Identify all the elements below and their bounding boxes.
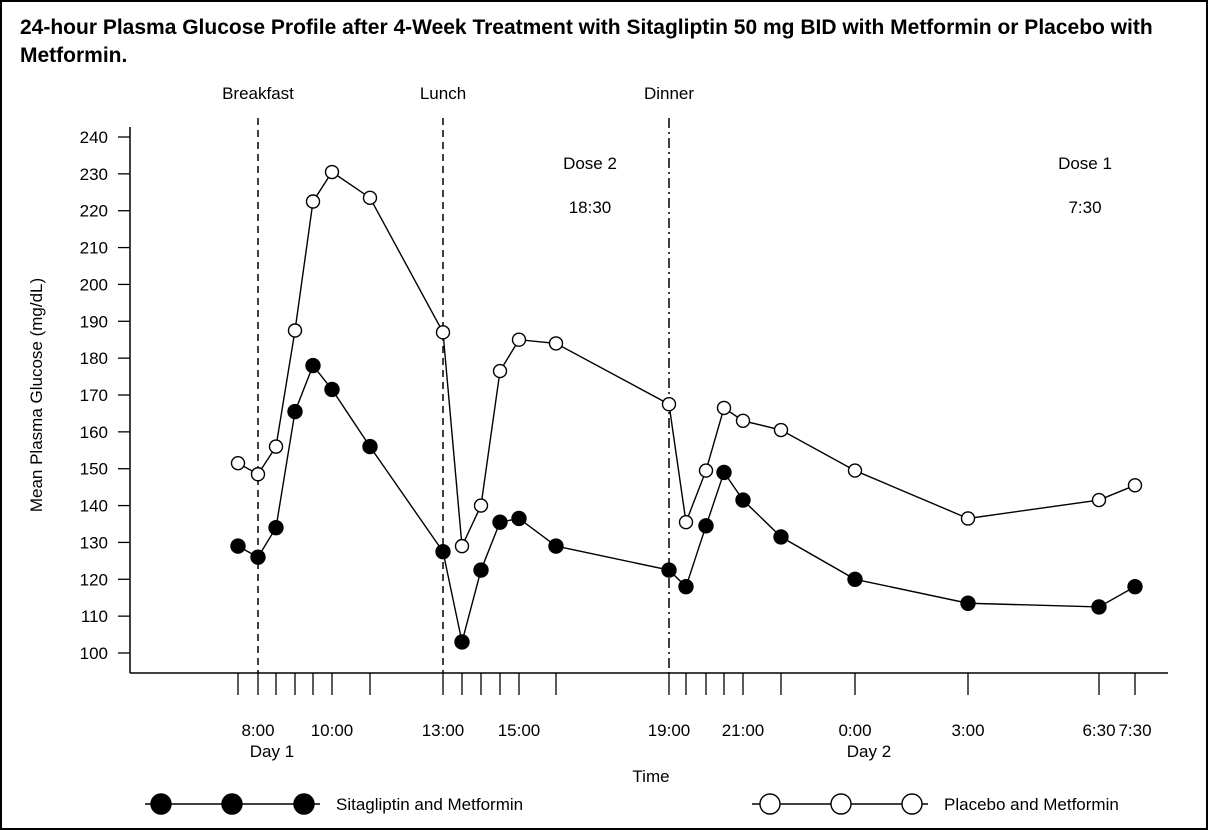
- placebo-data-point: [250, 467, 266, 482]
- sitagliptin-series-line: [237, 364, 1136, 643]
- sitagliptin-data-point: [661, 562, 677, 578]
- sitagliptin-data-point: [548, 538, 564, 554]
- placebo-data-point: [678, 514, 694, 530]
- x-axis-label: Time: [632, 767, 669, 786]
- sitagliptin-data-point: [362, 438, 378, 455]
- legend-label-sitagliptin: Sitagliptin and Metformin: [336, 795, 523, 814]
- y-axis-label: Mean Plasma Glucose (mg/dL): [27, 278, 46, 512]
- sitagliptin-data-point: [716, 464, 732, 481]
- sitagliptin-data-point: [287, 403, 303, 420]
- legend-marker-sitagliptin: [293, 793, 315, 815]
- placebo-data-point: [847, 463, 863, 478]
- placebo-data-point: [230, 455, 246, 471]
- legend-label-placebo: Placebo and Metformin: [944, 795, 1119, 814]
- meal-label: Breakfast: [222, 84, 294, 103]
- chart-title: 24-hour Plasma Glucose Profile after 4-W…: [20, 16, 1153, 67]
- x-tick-label: 7:30: [1118, 721, 1151, 740]
- y-tick-label: 180: [80, 349, 108, 368]
- y-tick-label: 110: [81, 607, 108, 626]
- legend-marker-placebo: [830, 793, 852, 815]
- x-tick-label: 13:00: [422, 721, 465, 740]
- legend-marker-placebo: [901, 793, 923, 815]
- sitagliptin-data-point: [268, 519, 284, 536]
- placebo-data-point: [661, 397, 677, 412]
- placebo-data-point: [1127, 478, 1143, 493]
- y-tick-label: 100: [80, 644, 108, 663]
- placebo-data-point: [324, 164, 340, 180]
- meal-label: Lunch: [420, 84, 466, 103]
- legend-marker-sitagliptin: [150, 793, 172, 815]
- x-tick-label: 21:00: [722, 721, 765, 740]
- y-tick-label: 230: [80, 165, 108, 184]
- meal-label: Dinner: [644, 84, 694, 103]
- x-tick-label: 15:00: [498, 721, 541, 740]
- legend-marker-sitagliptin: [221, 793, 243, 815]
- placebo-data-point: [960, 511, 976, 526]
- y-tick-label: 240: [80, 128, 108, 147]
- placebo-data-point: [1091, 492, 1107, 508]
- placebo-data-point: [362, 190, 378, 206]
- sitagliptin-data-point: [454, 634, 470, 650]
- placebo-data-point: [305, 194, 321, 209]
- dose-annotation: 7:30: [1068, 198, 1101, 217]
- dose-annotation: Dose 2: [563, 154, 617, 173]
- placebo-data-point: [454, 538, 470, 554]
- y-tick-label: 150: [80, 460, 108, 479]
- placebo-data-point: [716, 400, 732, 416]
- x-tick-label: 0:00: [838, 721, 871, 740]
- y-tick-label: 140: [80, 497, 108, 516]
- y-tick-label: 130: [80, 533, 108, 552]
- day-label: Day 2: [847, 742, 891, 761]
- y-tick-label: 160: [80, 423, 108, 442]
- y-tick-label: 210: [80, 239, 108, 258]
- placebo-data-point: [492, 363, 508, 379]
- sitagliptin-data-point: [735, 492, 751, 508]
- x-tick-label: 6:30: [1082, 721, 1115, 740]
- y-tick-label: 200: [80, 275, 108, 294]
- legend-marker-placebo: [759, 793, 781, 815]
- sitagliptin-data-point: [250, 549, 266, 565]
- sitagliptin-data-point: [324, 381, 340, 398]
- placebo-series-line: [237, 171, 1136, 549]
- y-tick-label: 120: [80, 570, 108, 589]
- dose-annotation: 18:30: [569, 198, 612, 217]
- sitagliptin-data-point: [698, 518, 714, 534]
- placebo-data-point: [773, 422, 789, 438]
- sitagliptin-data-point: [492, 514, 508, 530]
- sitagliptin-data-point: [773, 529, 789, 545]
- placebo-data-point: [473, 498, 489, 513]
- y-tick-label: 220: [80, 202, 108, 221]
- x-tick-label: 8:00: [241, 721, 274, 740]
- placebo-data-point: [268, 439, 284, 454]
- sitagliptin-data-point: [511, 510, 527, 527]
- day-label: Day 1: [250, 742, 294, 761]
- sitagliptin-data-point: [960, 595, 976, 611]
- y-tick-label: 170: [80, 386, 108, 405]
- x-tick-label: 3:00: [951, 721, 984, 740]
- x-tick-label: 19:00: [648, 721, 691, 740]
- placebo-data-point: [287, 323, 303, 338]
- placebo-data-point: [735, 413, 751, 428]
- placebo-data-point: [698, 463, 714, 478]
- sitagliptin-data-point: [847, 571, 863, 587]
- sitagliptin-data-point: [230, 538, 246, 554]
- sitagliptin-data-point: [473, 562, 489, 578]
- sitagliptin-data-point: [1091, 599, 1107, 615]
- placebo-data-point: [511, 332, 527, 347]
- y-tick-label: 190: [80, 312, 108, 331]
- sitagliptin-data-point: [1127, 578, 1143, 595]
- sitagliptin-data-point: [435, 543, 451, 560]
- dose-annotation: Dose 1: [1058, 154, 1112, 173]
- x-tick-label: 10:00: [311, 721, 354, 740]
- placebo-data-point: [435, 325, 451, 340]
- sitagliptin-data-point: [305, 357, 321, 374]
- placebo-data-point: [548, 336, 564, 351]
- sitagliptin-data-point: [678, 578, 694, 595]
